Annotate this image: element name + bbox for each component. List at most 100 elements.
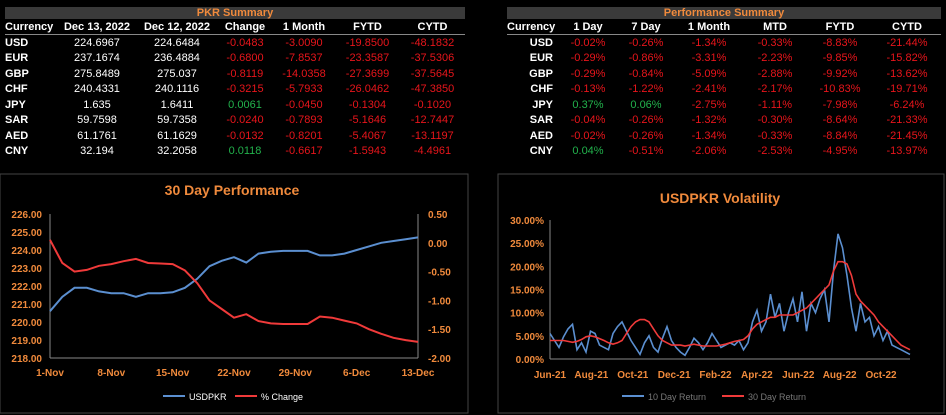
chart1-right-tick-label: -2.00 xyxy=(428,354,451,365)
perf-header-5: FYTD xyxy=(807,20,873,35)
chart1-right-tick-label: -1.50 xyxy=(428,325,451,336)
table-row: AED -0.02% -0.26% -1.34% -0.33% -8.84% -21.45% xyxy=(507,128,941,144)
value-cell: 0.04% xyxy=(572,145,604,158)
value-cell: -2.06% xyxy=(691,145,727,158)
value-cell: -9.85% xyxy=(822,52,858,65)
performance-summary-table-wrap: Currency 1 Day 7 Day 1 Month MTD FYTD CYTD USD… xyxy=(507,20,941,159)
value-cell: -13.62% xyxy=(886,67,928,80)
value-cell: -0.1020 xyxy=(413,98,452,111)
perf-header-0: Currency xyxy=(507,20,559,35)
value-cell: -3.0090 xyxy=(285,36,323,49)
value-cell: -0.29% xyxy=(570,67,606,80)
value-cell: -1.22% xyxy=(628,83,664,96)
chart2-y-tick-label: 30.00% xyxy=(510,216,544,227)
value-cell: -7.8537 xyxy=(285,52,323,65)
performance-header-row: Currency 1 Day 7 Day 1 Month MTD FYTD CYTD xyxy=(507,20,941,35)
chart1-x-tick-label: 13-Dec xyxy=(402,368,435,379)
value-cell: -0.02% xyxy=(570,36,606,49)
value-cell: -0.7893 xyxy=(285,114,323,127)
table-row: CHF -0.13% -1.22% -2.41% -2.17% -10.83% -19.71… xyxy=(507,82,941,98)
pkr-summary-table: Currency Dec 13, 2022 Dec 12, 2022 Change 1 … xyxy=(5,20,465,159)
value-cell: -13.97% xyxy=(886,145,928,158)
value-cell: 240.1116 xyxy=(154,83,200,96)
value-cell: 224.6967 xyxy=(74,36,120,49)
value-cell: -6.24% xyxy=(889,98,925,111)
table-row: GBP -0.29% -0.84% -5.09% -2.88% -9.92% -13.62% xyxy=(507,66,941,82)
perf-header-4: MTD xyxy=(743,20,807,35)
table-row: CHF 240.4331 240.1116 -0.3215 -5.7933 -26.046… xyxy=(5,82,465,98)
value-cell: -14.0358 xyxy=(282,67,326,80)
value-cell: -2.23% xyxy=(757,52,793,65)
pkr-header-row: Currency Dec 13, 2022 Dec 12, 2022 Change 1 … xyxy=(5,20,465,35)
chart1-title: 30 Day Performance xyxy=(165,182,300,198)
value-cell: 0.06% xyxy=(630,98,662,111)
value-cell: 1.635 xyxy=(83,98,111,111)
value-cell: -23.3587 xyxy=(345,52,390,65)
chart1-left-tick-label: 219.00 xyxy=(11,336,42,347)
chart1-x-tick-label: 6-Dec xyxy=(343,368,371,379)
chart1-left-tick-label: 224.00 xyxy=(11,246,42,257)
value-cell: -0.33% xyxy=(757,129,793,142)
value-cell: -19.8500 xyxy=(345,36,390,49)
value-cell: -0.13% xyxy=(570,83,606,96)
chart2-y-tick-label: 25.00% xyxy=(510,239,544,250)
chart1-left-tick-label: 220.00 xyxy=(11,318,42,329)
chart1-left-tick-label: 225.00 xyxy=(11,228,42,239)
value-cell: -0.6617 xyxy=(285,145,323,158)
chart2-x-tick-label: Dec-21 xyxy=(658,370,691,381)
value-cell: -37.5645 xyxy=(410,67,455,80)
value-cell: -0.04% xyxy=(570,114,606,127)
value-cell: 61.1761 xyxy=(77,129,117,142)
chart1-x-tick-label: 22-Nov xyxy=(217,368,251,379)
chart2-y-tick-label: 20.00% xyxy=(510,262,544,273)
value-cell: -26.0462 xyxy=(345,83,390,96)
currency-cell: EUR xyxy=(529,52,553,65)
value-cell: -9.92% xyxy=(822,67,858,80)
chart1-left-tick-label: 221.00 xyxy=(11,300,42,311)
table-row: EUR 237.1674 236.4884 -0.6800 -7.8537 -23.358… xyxy=(5,51,465,67)
chart2-y-tick-label: 0.00% xyxy=(516,355,544,366)
value-cell: -21.33% xyxy=(886,114,928,127)
value-cell: -27.3699 xyxy=(345,67,390,80)
value-cell: -4.95% xyxy=(822,145,858,158)
currency-cell: CHF xyxy=(5,83,28,96)
currency-cell: USD xyxy=(529,36,553,49)
value-cell: 59.7598 xyxy=(77,114,117,127)
value-cell: -1.11% xyxy=(757,98,793,111)
value-cell: -1.5943 xyxy=(348,145,387,158)
chart2-legend-label: 10 Day Return xyxy=(648,392,706,402)
perf-header-6: CYTD xyxy=(873,20,941,35)
value-cell: -0.0483 xyxy=(226,36,264,49)
value-cell: 237.1674 xyxy=(74,52,120,65)
value-cell: 61.1629 xyxy=(157,129,197,142)
pkr-header-1: Dec 13, 2022 xyxy=(57,20,137,35)
value-cell: -0.26% xyxy=(628,36,664,49)
chart1-series-line-0 xyxy=(49,236,419,312)
value-cell: -8.83% xyxy=(822,36,858,49)
value-cell: -8.84% xyxy=(822,129,858,142)
currency-cell: CNY xyxy=(5,145,29,158)
performance-summary-title: Performance Summary xyxy=(507,7,941,19)
value-cell: 32.194 xyxy=(80,145,114,158)
chart2-x-tick-label: Oct-22 xyxy=(865,370,897,381)
chart1-right-tick-label: -0.50 xyxy=(428,268,451,279)
value-cell: -2.41% xyxy=(691,83,727,96)
value-cell: -37.5306 xyxy=(410,52,455,65)
chart2-x-tick-label: Oct-21 xyxy=(617,370,649,381)
value-cell: -0.86% xyxy=(628,52,664,65)
value-cell: 0.0118 xyxy=(228,145,262,158)
chart1-x-tick-label: 15-Nov xyxy=(156,368,190,379)
chart1-left-tick-label: 222.00 xyxy=(11,282,42,293)
value-cell: 275.8489 xyxy=(74,67,120,80)
value-cell: -1.32% xyxy=(691,114,727,127)
table-row: SAR 59.7598 59.7358 -0.0240 -0.7893 -5.1646 -1… xyxy=(5,113,465,129)
chart2-legend-label: 30 Day Return xyxy=(748,392,806,402)
pkr-header-6: CYTD xyxy=(400,20,465,35)
pkr-header-3: Change xyxy=(217,20,273,35)
table-row: JPY 0.37% 0.06% -2.75% -1.11% -7.98% -6.24% xyxy=(507,97,941,113)
value-cell: -5.09% xyxy=(691,67,727,80)
value-cell: -8.64% xyxy=(822,114,858,127)
chart1-left-tick-label: 226.00 xyxy=(11,210,42,221)
chart2-title: USDPKR Volatility xyxy=(660,190,781,206)
chart2-x-tick-label: Aug-21 xyxy=(574,370,608,381)
